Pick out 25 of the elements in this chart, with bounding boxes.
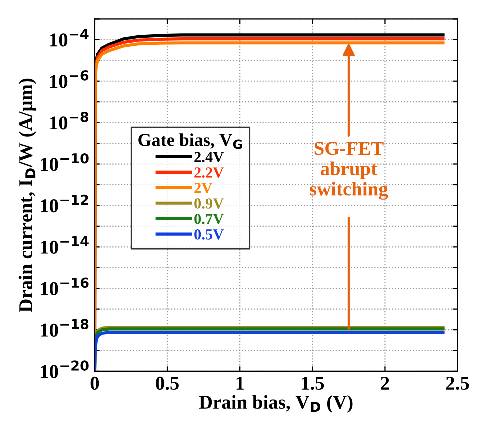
y-tick-label: 10$^{−16}$ [41, 278, 89, 296]
legend-label: 0.7V [194, 214, 224, 224]
legend-label: 2V [194, 183, 212, 194]
y-tick-label: 10$^{−8}$ [50, 112, 89, 130]
x-tick-label: 2.5 [446, 376, 470, 390]
x-tick-label: 2 [381, 376, 390, 390]
x-tick-label: 0.5 [156, 376, 179, 390]
y-tick-label: 10$^{−18}$ [41, 319, 89, 337]
y-axis-title: Drain current, I$_{D}$/W (A/μm) [18, 78, 37, 312]
x-tick-label: 1.5 [302, 377, 324, 390]
y-tick-label: 10$^{−14}$ [41, 236, 89, 254]
legend-title: Gate bias, V$_{G}$ [138, 134, 242, 150]
y-tick-label: 10$^{−12}$ [41, 194, 88, 213]
y-tick-label: 10$^{−6}$ [50, 70, 89, 88]
legend-label: 0.9V [194, 198, 224, 209]
x-tick-label: 0 [90, 376, 100, 390]
legend-label: 2.4V [194, 152, 224, 163]
y-tick-label: 10$^{−4}$ [50, 29, 89, 47]
x-tick-label: 1 [236, 377, 244, 390]
legend-label: 2.2V [194, 168, 224, 178]
x-axis-title: Drain bias, V$_{D}$ (V) [199, 395, 353, 414]
y-tick-label: 10$^{−10}$ [41, 153, 89, 172]
legend-label: 0.5V [194, 230, 224, 240]
y-tick-label: 10$^{−20}$ [41, 360, 89, 378]
annotation: SG-FET abrupt switching [310, 142, 388, 200]
